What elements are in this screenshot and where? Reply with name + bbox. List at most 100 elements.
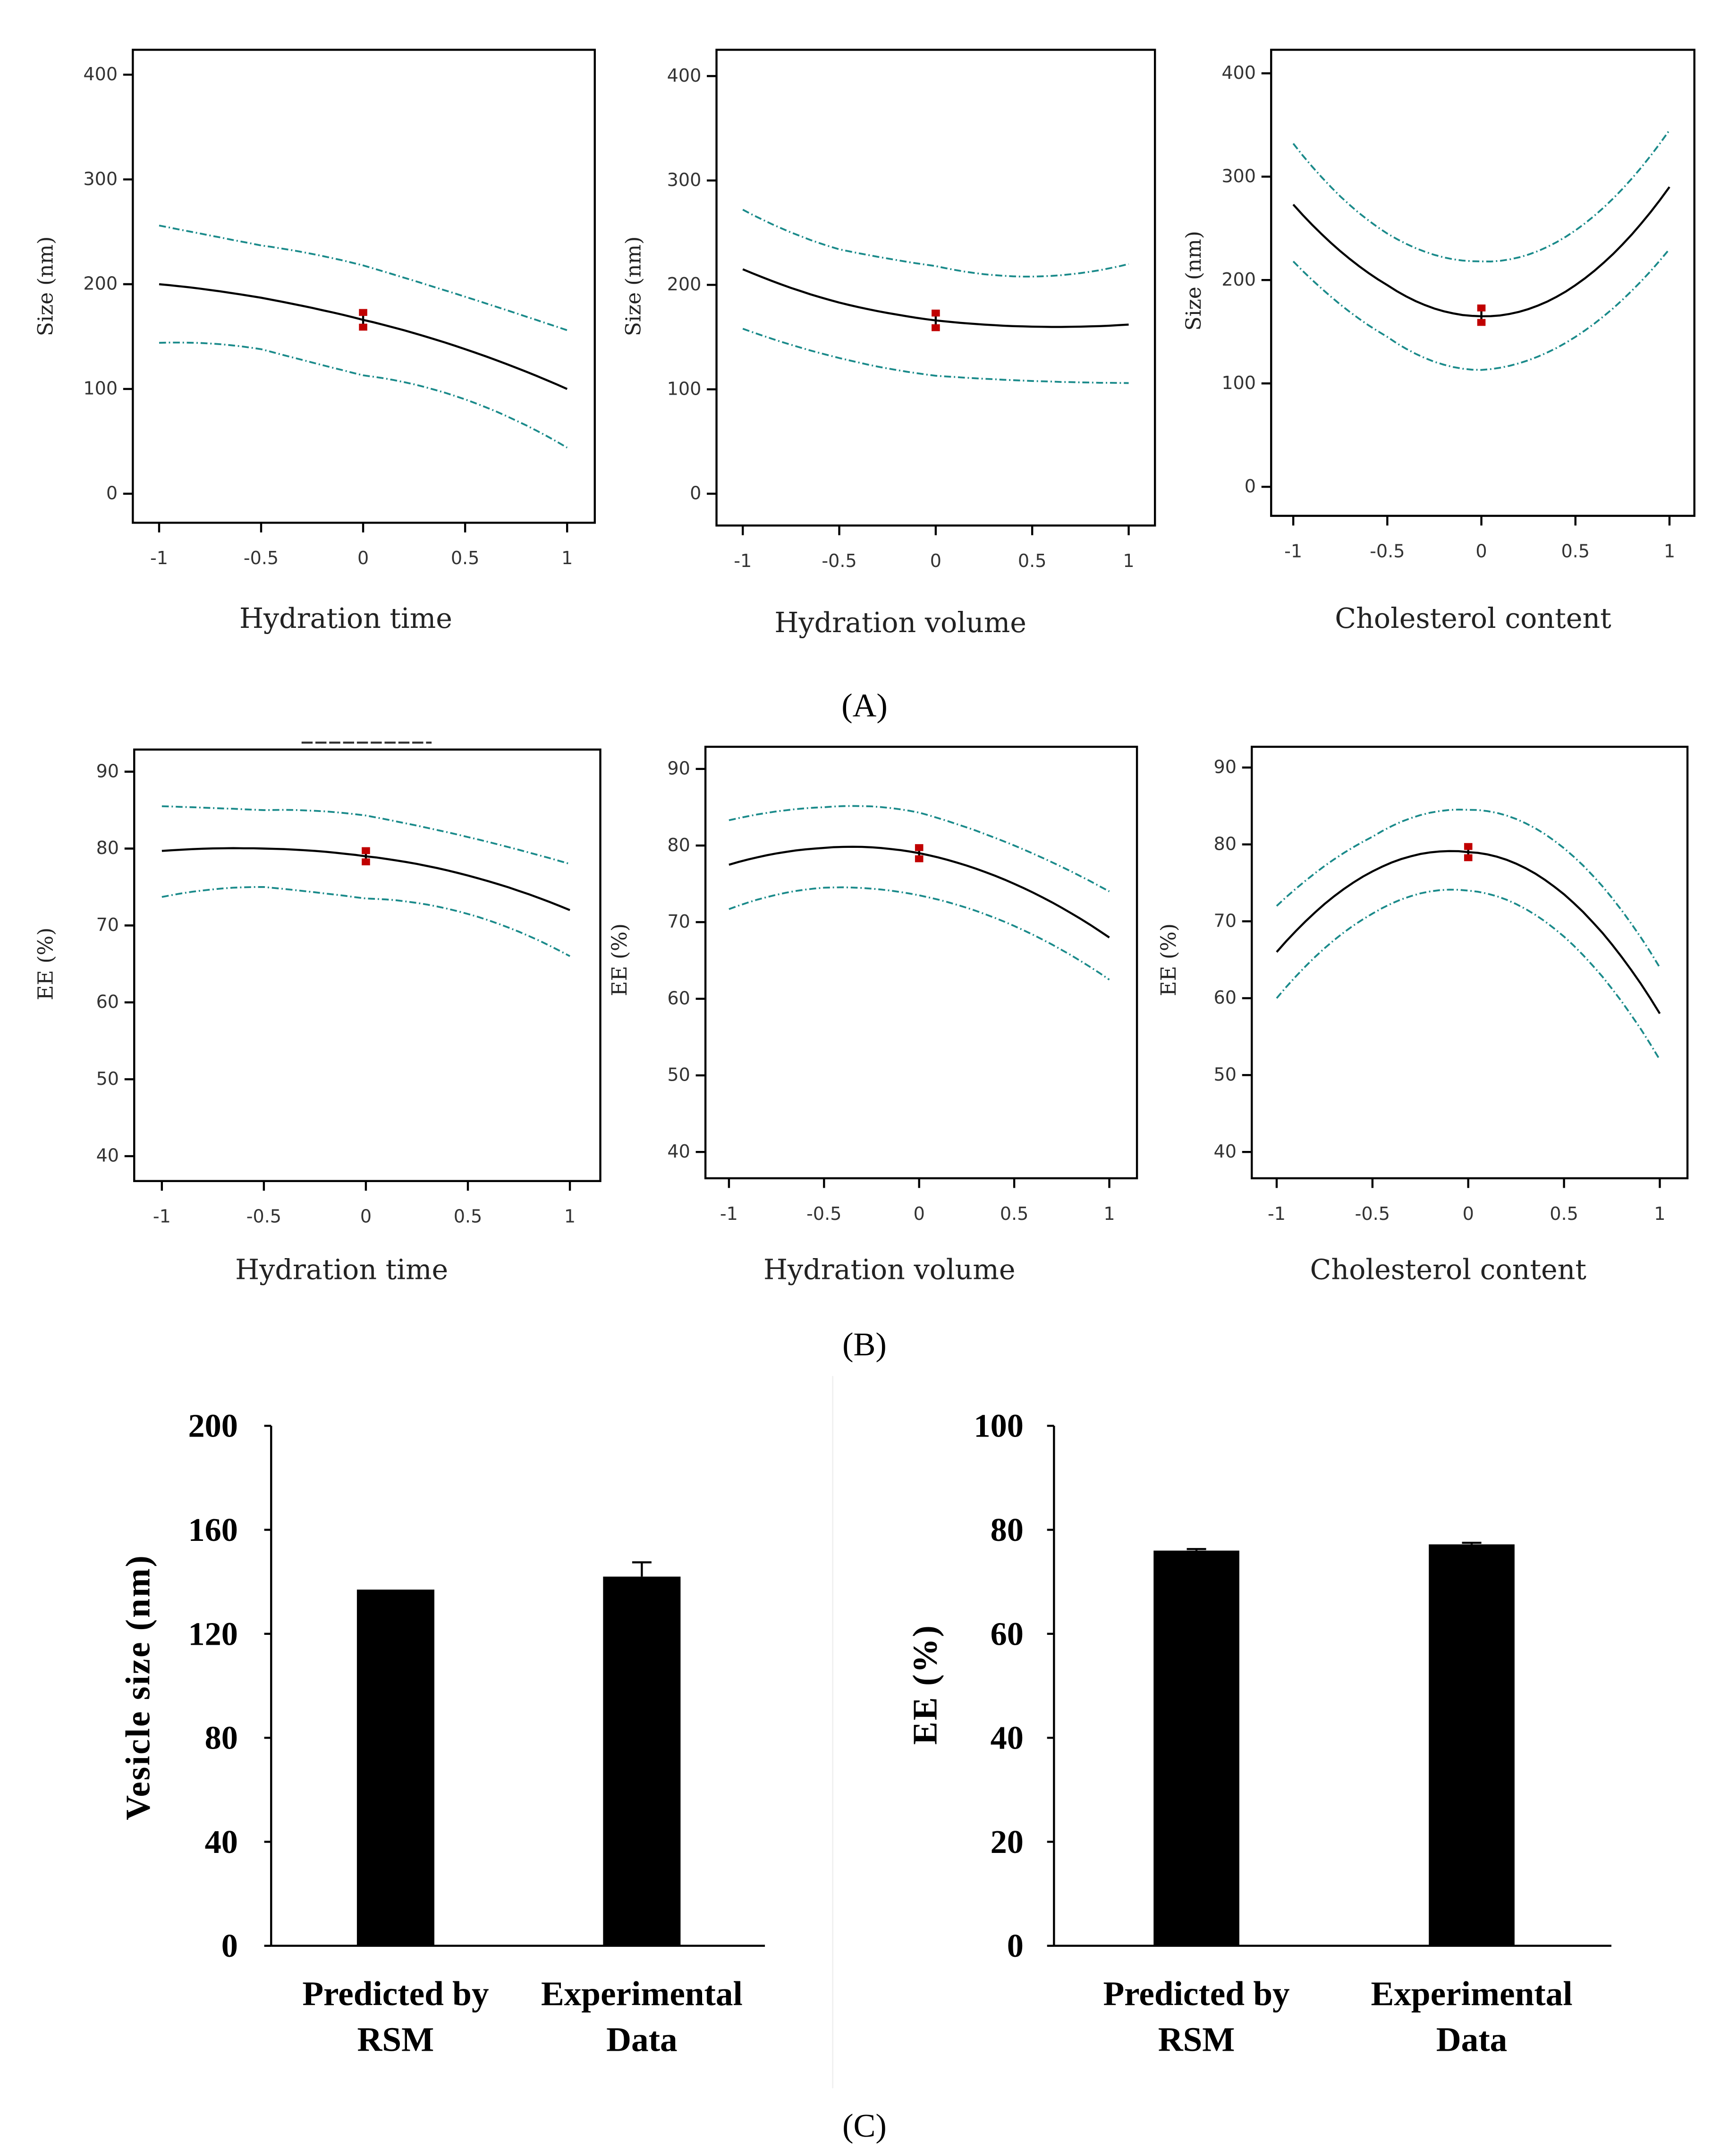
a2-y-tick-label: 300 bbox=[667, 169, 702, 190]
b3-y-axis-label: EE (%) bbox=[1157, 923, 1181, 996]
b3-design-point-upper bbox=[1464, 843, 1473, 850]
a2-y-tick-label: 200 bbox=[667, 274, 702, 295]
a3-y-tick-label: 300 bbox=[1221, 166, 1256, 186]
a3-x-tick-label: -1 bbox=[1284, 541, 1302, 562]
caption-c: (C) bbox=[842, 2107, 887, 2144]
b2-y-tick-label: 60 bbox=[667, 988, 690, 1008]
b3-x-axis-label: Cholesterol content bbox=[1310, 1254, 1587, 1286]
a3-y-tick-label: 400 bbox=[1221, 62, 1256, 83]
a3-y-tick-label: 0 bbox=[1245, 476, 1256, 497]
b3-series-prediction bbox=[1276, 850, 1661, 1015]
a1-y-tick-label: 100 bbox=[83, 378, 118, 399]
a2-series-lower-ci bbox=[742, 328, 1129, 384]
b2-y-tick-label: 80 bbox=[667, 835, 690, 855]
a2-series-upper-ci bbox=[742, 209, 1129, 278]
b2-y-tick-label: 40 bbox=[667, 1141, 690, 1162]
a2-plot-frame bbox=[715, 49, 1156, 527]
a3-x-tick-label: 0 bbox=[1475, 541, 1487, 562]
a2-design-point-lower bbox=[932, 324, 940, 331]
b2-x-tick-label: 1 bbox=[1103, 1203, 1115, 1224]
a3-x-tick-label: 0.5 bbox=[1561, 541, 1590, 562]
c2-category-label: RSM bbox=[1158, 2020, 1235, 2058]
c1-category-label: Predicted by bbox=[302, 1975, 489, 2013]
c1-y-tick-label: 80 bbox=[205, 1720, 238, 1757]
b3-x-tick-label: 1 bbox=[1654, 1203, 1665, 1224]
b2-y-tick-label: 50 bbox=[667, 1065, 690, 1085]
b3-y-tick-label: 50 bbox=[1214, 1064, 1237, 1085]
b2-y-tick-label: 90 bbox=[667, 758, 690, 778]
b1-y-axis-label: EE (%) bbox=[34, 928, 58, 1000]
c2-y-tick-label: 80 bbox=[991, 1512, 1024, 1548]
c2-category-label: Predicted by bbox=[1103, 1975, 1289, 2013]
b2-design-point-lower bbox=[915, 855, 924, 862]
b2-series-lower-ci bbox=[729, 886, 1110, 981]
a1-y-tick-label: 0 bbox=[106, 483, 118, 504]
a1-design-point-upper bbox=[359, 309, 367, 316]
b2-x-tick-label: -0.5 bbox=[806, 1203, 841, 1224]
c1-y-tick-label: 160 bbox=[188, 1512, 238, 1548]
a3-y-tick-label: 200 bbox=[1221, 269, 1256, 290]
b3-x-tick-label: -0.5 bbox=[1355, 1203, 1390, 1224]
a1-x-tick-label: 0.5 bbox=[451, 548, 480, 568]
a1-y-tick-label: 400 bbox=[83, 64, 118, 85]
c1-bar-1 bbox=[603, 1576, 681, 1946]
c1-y-tick-label: 40 bbox=[205, 1824, 238, 1860]
a1-series-upper-ci bbox=[159, 224, 568, 331]
b3-design-point-lower bbox=[1464, 854, 1473, 862]
a2-y-tick-label: 400 bbox=[667, 65, 702, 86]
c1-y-tick-label: 200 bbox=[188, 1408, 238, 1445]
b1-x-tick-label: -1 bbox=[153, 1206, 171, 1227]
b2-design-point-upper bbox=[915, 844, 924, 851]
a2-design-point-upper bbox=[932, 309, 940, 317]
c1-bar-0 bbox=[356, 1590, 434, 1946]
c2-y-tick-label: 20 bbox=[991, 1824, 1024, 1860]
b3-y-tick-label: 60 bbox=[1214, 987, 1237, 1008]
a3-series-prediction bbox=[1292, 186, 1670, 318]
a1-series-prediction bbox=[159, 283, 568, 390]
c1-y-tick-label: 120 bbox=[188, 1615, 238, 1652]
a1-x-axis-label: Hydration time bbox=[239, 602, 452, 634]
c2-y-tick-label: 60 bbox=[991, 1615, 1024, 1652]
a2-x-tick-label: 0.5 bbox=[1018, 550, 1047, 571]
b1-y-tick-label: 70 bbox=[96, 914, 119, 935]
c2-y-tick-label: 100 bbox=[974, 1408, 1023, 1445]
b3-x-tick-label: 0 bbox=[1463, 1203, 1474, 1224]
a3-plot-frame bbox=[1270, 49, 1695, 517]
b2-x-tick-label: 0 bbox=[914, 1203, 925, 1224]
caption-a: (A) bbox=[841, 687, 888, 724]
a1-x-tick-label: 0 bbox=[357, 548, 369, 568]
b1-series-lower-ci bbox=[161, 886, 570, 957]
b2-x-axis-label: Hydration volume bbox=[763, 1254, 1016, 1286]
b3-series-lower-ci bbox=[1276, 888, 1661, 1060]
c2-y-axis-label: EE (%) bbox=[906, 1624, 944, 1745]
b1-design-point-upper bbox=[362, 847, 370, 854]
b1-y-tick-label: 40 bbox=[96, 1145, 119, 1166]
b3-x-tick-label: -1 bbox=[1268, 1203, 1286, 1224]
b2-y-axis-label: EE (%) bbox=[608, 923, 632, 996]
b2-plot-frame bbox=[704, 745, 1138, 1180]
b1-y-tick-label: 80 bbox=[96, 837, 119, 858]
a2-x-tick-label: 0 bbox=[930, 550, 941, 571]
b3-plot-frame bbox=[1251, 745, 1689, 1180]
a1-design-point-lower bbox=[359, 323, 367, 331]
b1-x-tick-label: -0.5 bbox=[246, 1206, 281, 1227]
a2-y-tick-label: 0 bbox=[690, 483, 701, 504]
b2-x-tick-label: -1 bbox=[720, 1203, 738, 1224]
a1-y-axis-label: Size (nm) bbox=[34, 237, 58, 337]
c1-category-label: Experimental bbox=[541, 1975, 743, 2013]
c1-y-tick-label: 0 bbox=[221, 1928, 238, 1964]
b1-y-tick-label: 90 bbox=[96, 761, 119, 781]
c2-bar-1 bbox=[1429, 1544, 1515, 1946]
b3-x-tick-label: 0.5 bbox=[1550, 1203, 1578, 1224]
c2-category-label: Experimental bbox=[1371, 1975, 1572, 2013]
a3-design-point-upper bbox=[1477, 304, 1486, 312]
a3-x-axis-label: Cholesterol content bbox=[1335, 602, 1611, 634]
a2-x-tick-label: -1 bbox=[734, 550, 752, 571]
b1-x-tick-label: 0.5 bbox=[454, 1206, 483, 1227]
c2-category-label: Data bbox=[1436, 2020, 1507, 2058]
b1-y-tick-label: 50 bbox=[96, 1068, 119, 1089]
a1-x-tick-label: 1 bbox=[561, 548, 573, 568]
a1-plot-frame bbox=[132, 49, 596, 524]
a2-x-tick-label: 1 bbox=[1123, 550, 1134, 571]
